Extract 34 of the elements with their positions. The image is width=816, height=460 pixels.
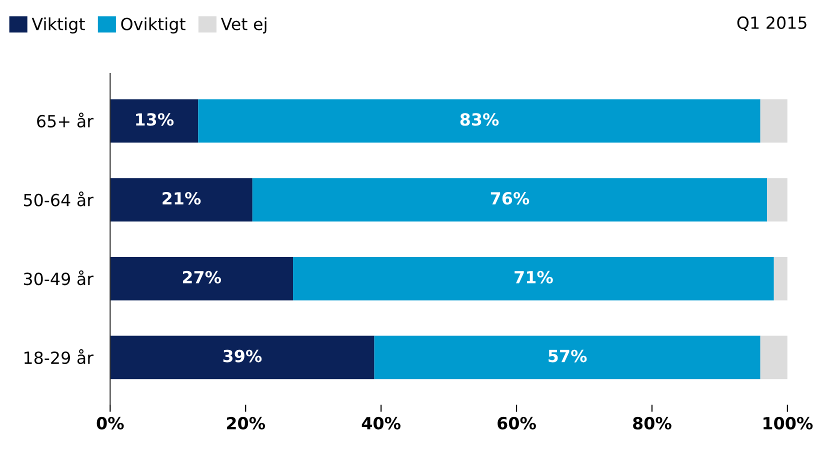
- y-tick-label: 30-49 år: [24, 270, 94, 286]
- bar: [767, 178, 788, 222]
- x-tick-label: 100%: [764, 416, 813, 430]
- legend-label: Viktigt: [32, 17, 85, 34]
- bar: [760, 99, 788, 143]
- x-tick-label: 60%: [498, 416, 536, 430]
- chart-subtitle: Q1 2015: [737, 16, 806, 31]
- x-tick-label: 80%: [633, 416, 672, 430]
- bar: [198, 99, 760, 143]
- y-tick-label: 18-29 år: [24, 349, 94, 364]
- x-tick-label: 40%: [362, 416, 400, 430]
- x-tick-label: 20%: [226, 416, 266, 430]
- data-label: 27%: [182, 270, 222, 284]
- data-label: 83%: [460, 113, 499, 126]
- legend-label: Oviktigt: [121, 17, 186, 34]
- bar: [110, 336, 374, 380]
- legend-label: Vet ej: [220, 17, 266, 34]
- bar: [110, 256, 294, 300]
- bar: [110, 178, 252, 222]
- x-tick-label: 0%: [96, 416, 124, 430]
- bar: [110, 99, 198, 143]
- bar: [774, 256, 788, 300]
- data-label: 71%: [514, 270, 553, 284]
- bar: [374, 336, 760, 380]
- data-label: 21%: [162, 192, 201, 205]
- data-label: 39%: [223, 350, 262, 362]
- bar: [252, 178, 768, 222]
- y-tick-label: 65+ år: [37, 112, 94, 128]
- data-label: 13%: [136, 113, 174, 126]
- data-label: 57%: [548, 350, 587, 362]
- y-tick-label: 50-64 år: [24, 191, 94, 206]
- bar: [760, 336, 788, 380]
- data-label: 76%: [490, 192, 530, 205]
- bar: [293, 256, 774, 300]
